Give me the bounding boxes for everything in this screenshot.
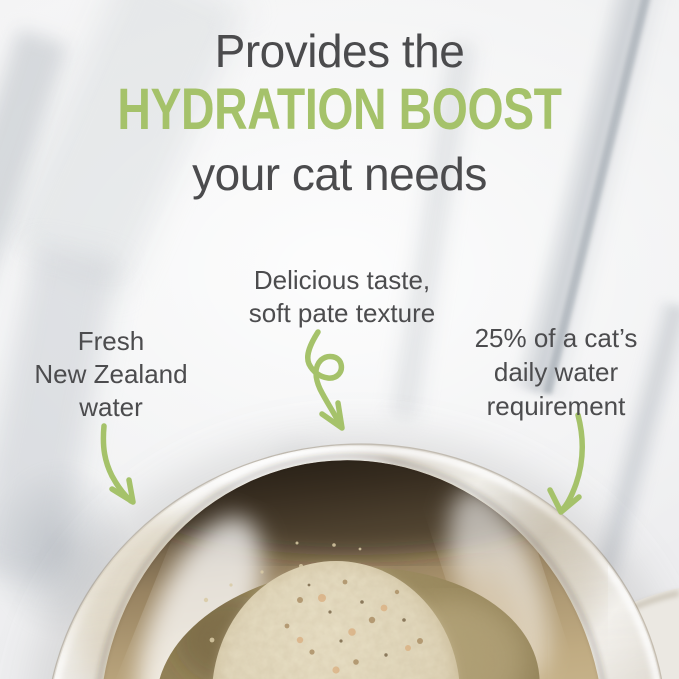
callout-taste: Delicious taste, soft pate texture [142,264,542,330]
callout-fresh-line: water [79,392,143,422]
callout-daily-water: 25% of a cat’s daily water requirement [436,321,676,423]
headline-line-1: Provides the [214,25,465,77]
callout-pct-line: 25% of a cat’s [474,323,638,353]
headline-line-3: your cat needs [192,148,487,200]
curved-arrow-right-icon [547,412,586,515]
callout-taste-line: soft pate texture [248,298,436,328]
curved-arrow-left-icon [100,423,136,505]
arrows [100,329,586,515]
callout-fresh-line: New Zealand [34,359,188,389]
headline-hydration-boost: HYDRATION BOOST [117,77,562,142]
callout-fresh-line: Fresh [77,326,145,356]
pate-food [212,561,460,679]
loop-arrow-middle-icon [304,329,345,431]
callout-pct-line: daily water [493,357,619,387]
callout-pct-line: requirement [486,391,626,421]
callout-fresh-water: Fresh New Zealand water [11,325,211,424]
callout-taste-line: Delicious taste, [253,265,431,295]
